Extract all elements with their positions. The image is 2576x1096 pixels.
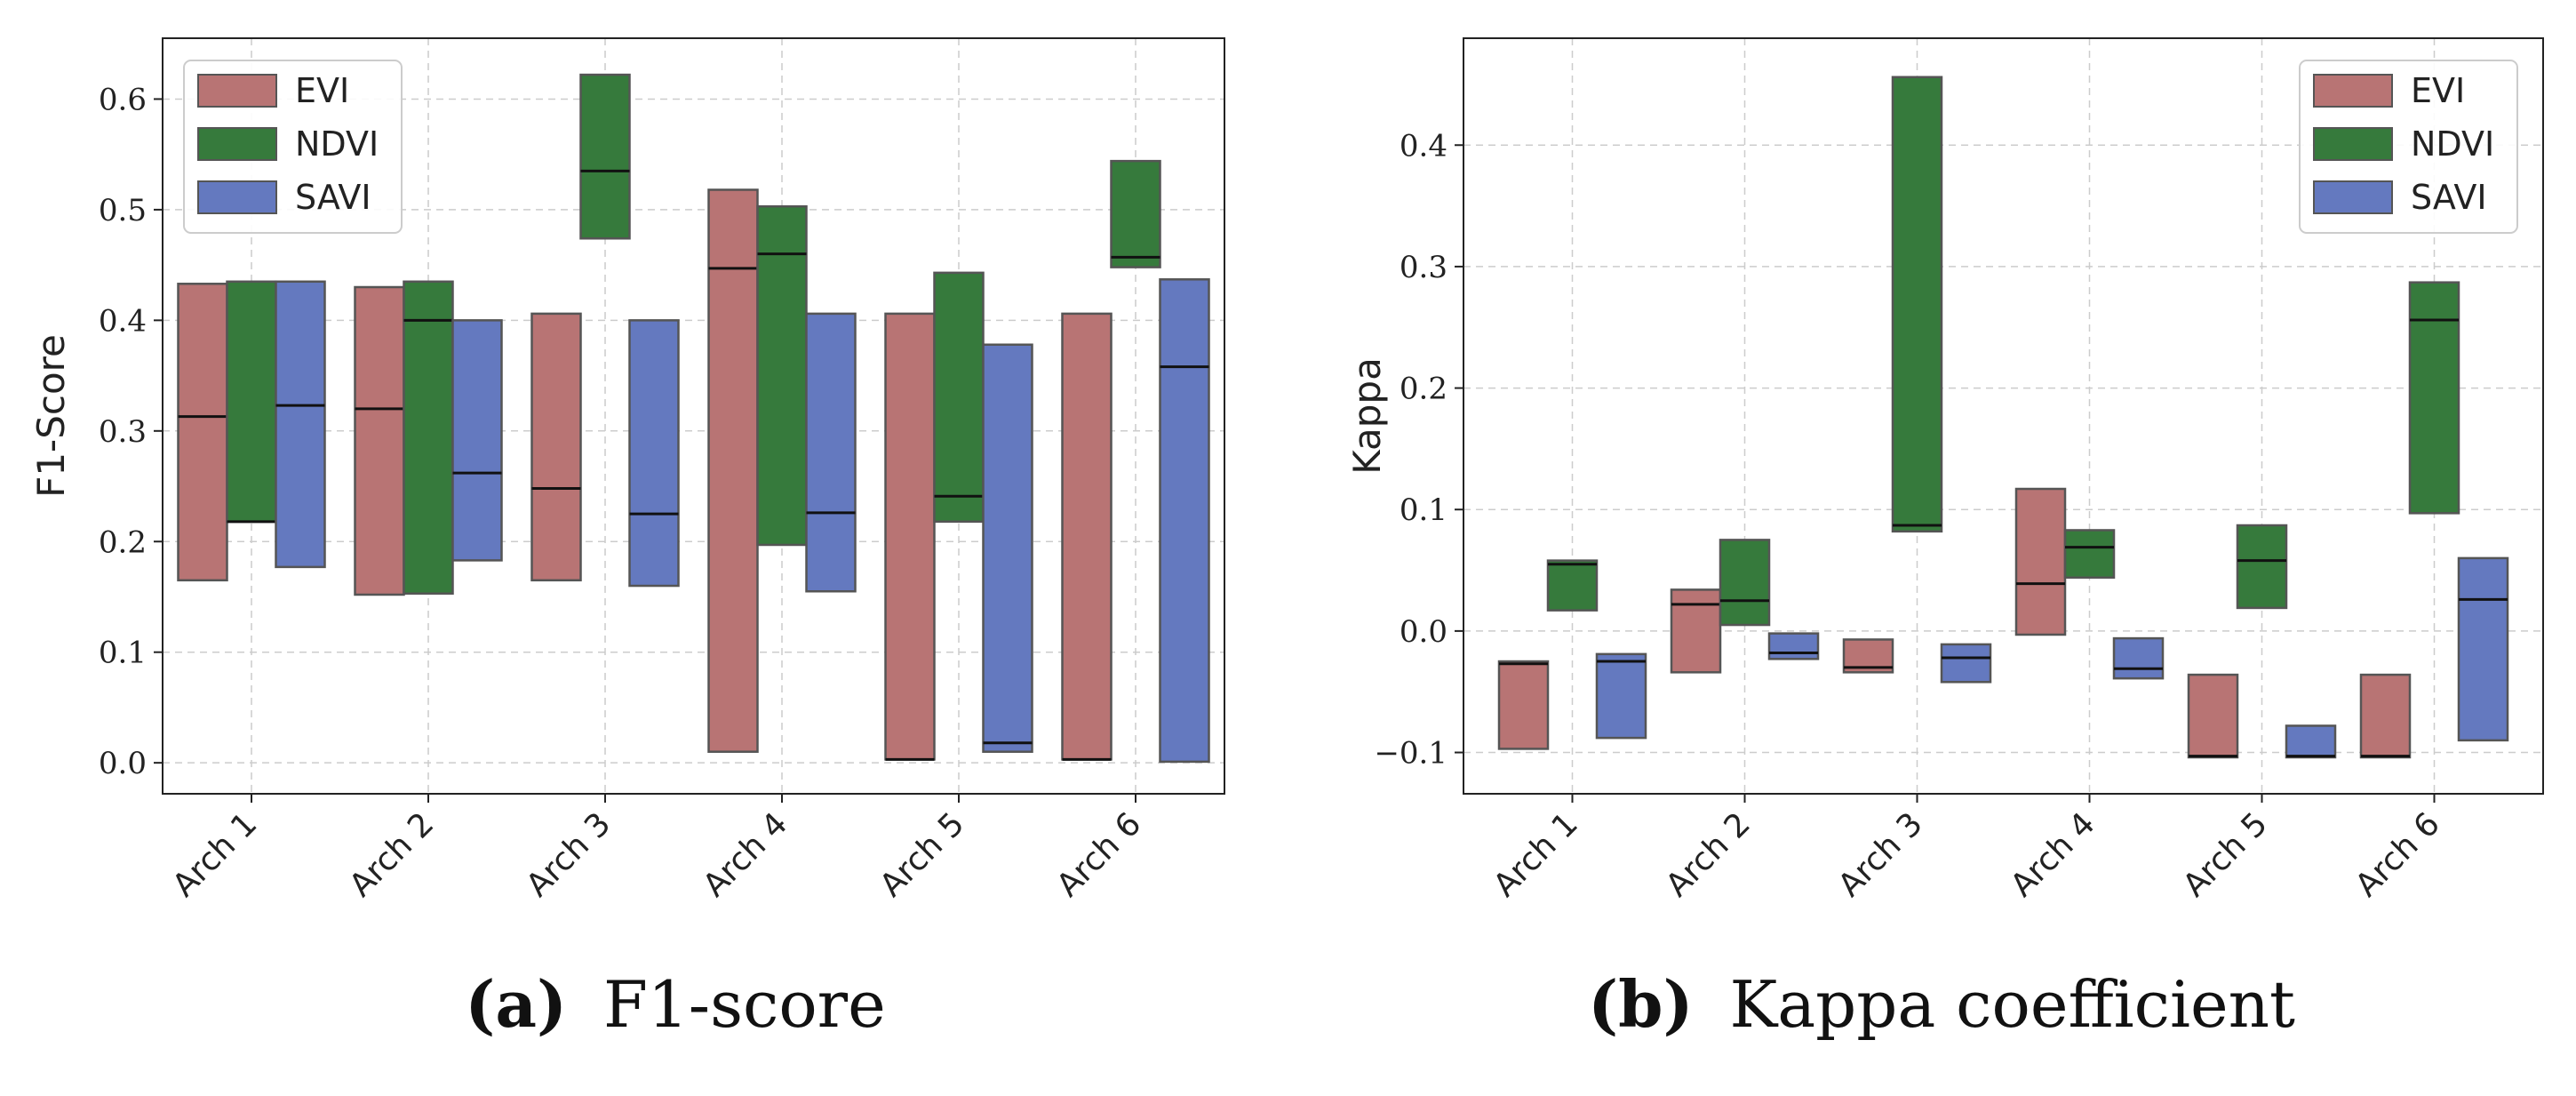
box-evi-arch-5 bbox=[884, 312, 936, 761]
caption-letter: (b) bbox=[1588, 966, 1693, 1042]
y-tick-label: 0.2 bbox=[1400, 372, 1448, 407]
legend-swatch-ndvi bbox=[197, 127, 277, 161]
box-ndvi-arch-3 bbox=[1891, 76, 1943, 533]
x-tick-label: Arch 6 bbox=[1050, 805, 1149, 904]
box-series bbox=[177, 73, 1210, 764]
x-tick-label: Arch 2 bbox=[343, 805, 442, 904]
box-savi-arch-3 bbox=[628, 319, 680, 588]
y-axis-label: F1-Score bbox=[29, 334, 73, 498]
y-axis-ticks: −0.1 0.0 0.1 0.2 0.3 0.4 bbox=[1374, 128, 1463, 772]
legend-label: NDVI bbox=[2411, 124, 2494, 164]
legend-label: SAVI bbox=[295, 178, 371, 217]
caption-text: F1-score bbox=[603, 967, 886, 1042]
panel-kappa: −0.10.00.10.20.30.4 Arch 1 Arch 2 Arch 3 Ar… bbox=[1345, 37, 2544, 1042]
legend-label: EVI bbox=[295, 71, 349, 110]
box-ndvi-arch-5 bbox=[933, 271, 985, 524]
box-evi-arch-2 bbox=[354, 285, 405, 596]
box-ndvi-arch-1 bbox=[226, 280, 277, 524]
x-axis-ticks: Arch 1 Arch 2 Arch 3 Arch 4 Arch 5 Arch 6 bbox=[1487, 794, 2447, 904]
caption-letter: (a) bbox=[465, 966, 567, 1042]
y-tick-label: 0.4 bbox=[99, 303, 147, 339]
x-tick-label: Arch 4 bbox=[697, 805, 795, 904]
box-savi-arch-4 bbox=[2112, 636, 2165, 680]
y-tick-label: 0.2 bbox=[99, 524, 147, 560]
box-evi-arch-4 bbox=[2014, 487, 2067, 636]
x-tick-label: Arch 2 bbox=[1659, 805, 1758, 904]
legend-swatch-savi bbox=[2313, 180, 2393, 214]
box-evi-arch-1 bbox=[1497, 660, 1550, 750]
box-ndvi-arch-6 bbox=[2408, 281, 2460, 515]
y-tick-label: 0.1 bbox=[99, 636, 147, 671]
y-tick-label: 0.0 bbox=[1400, 614, 1448, 650]
x-tick-label: Arch 3 bbox=[1831, 805, 1930, 904]
box-ndvi-arch-2 bbox=[1719, 539, 1771, 627]
legend-label: SAVI bbox=[2411, 178, 2487, 217]
box-savi-arch-1 bbox=[1595, 652, 1647, 740]
box-ndvi-arch-4 bbox=[756, 204, 808, 547]
box-evi-arch-4 bbox=[707, 188, 759, 753]
legend-swatch-savi bbox=[197, 180, 277, 214]
box-series bbox=[1497, 76, 2509, 759]
box-evi-arch-2 bbox=[1670, 588, 1722, 674]
box-savi-arch-2 bbox=[451, 319, 503, 562]
y-tick-label: 0.0 bbox=[99, 746, 147, 781]
box-ndvi-arch-4 bbox=[2063, 529, 2116, 580]
x-tick-label: Arch 1 bbox=[166, 805, 265, 904]
box-savi-arch-6 bbox=[1159, 278, 1210, 764]
box-savi-arch-2 bbox=[1767, 632, 1820, 660]
box-savi-arch-3 bbox=[1940, 643, 1992, 684]
plot-frame bbox=[1463, 37, 2544, 795]
y-axis-label: Kappa bbox=[1345, 357, 1389, 475]
legend-label: NDVI bbox=[295, 124, 379, 164]
legend-swatch-evi bbox=[2313, 74, 2393, 108]
box-ndvi-arch-6 bbox=[1110, 159, 1161, 268]
x-tick-label: Arch 4 bbox=[2004, 805, 2102, 904]
box-savi-arch-5 bbox=[982, 343, 1033, 753]
box-savi-arch-4 bbox=[805, 312, 857, 593]
y-tick-label: 0.6 bbox=[99, 82, 147, 117]
box-savi-arch-1 bbox=[275, 280, 326, 569]
legend-swatch-evi bbox=[197, 74, 277, 108]
box-evi-arch-5 bbox=[2187, 673, 2239, 759]
x-tick-label: Arch 1 bbox=[1487, 805, 1585, 904]
panel-caption: (a) F1-score bbox=[465, 966, 885, 1042]
panel-f1-score: 0.0 0.1 0.2 0.3 0.4 0.5 0.6 Arch 1 Arch 2 Arch 3… bbox=[29, 37, 1225, 1042]
box-savi-arch-5 bbox=[2285, 724, 2337, 759]
legend: EVI NDVI SAVI bbox=[183, 60, 403, 234]
panel-caption: (b) Kappa coefficient bbox=[1588, 966, 2295, 1042]
box-savi-arch-6 bbox=[2457, 556, 2509, 742]
x-tick-label: Arch 3 bbox=[520, 805, 618, 904]
box-evi-arch-1 bbox=[177, 283, 228, 582]
caption-text: Kappa coefficient bbox=[1729, 967, 2295, 1042]
x-tick-label: Arch 6 bbox=[2349, 805, 2447, 904]
plot-frame bbox=[162, 37, 1225, 795]
box-ndvi-arch-5 bbox=[2236, 524, 2288, 610]
y-tick-label: 0.1 bbox=[1400, 492, 1448, 528]
y-tick-label: 0.5 bbox=[99, 193, 147, 228]
box-ndvi-arch-1 bbox=[1546, 559, 1599, 612]
legend-swatch-ndvi bbox=[2313, 127, 2393, 161]
x-axis-ticks: Arch 1 Arch 2 Arch 3 Arch 4 Arch 5 Arch 6 bbox=[166, 794, 1149, 904]
y-tick-label: 0.3 bbox=[99, 414, 147, 450]
y-tick-label: 0.3 bbox=[1400, 250, 1448, 285]
y-tick-label: 0.4 bbox=[1400, 128, 1448, 164]
y-axis-ticks: 0.0 0.1 0.2 0.3 0.4 0.5 0.6 bbox=[99, 82, 163, 781]
box-evi-arch-6 bbox=[1061, 312, 1113, 761]
box-evi-arch-3 bbox=[530, 312, 582, 582]
box-ndvi-arch-3 bbox=[579, 73, 631, 240]
legend-label: EVI bbox=[2411, 71, 2465, 110]
box-evi-arch-6 bbox=[2359, 673, 2412, 759]
y-tick-label: −0.1 bbox=[1374, 736, 1448, 772]
x-tick-label: Arch 5 bbox=[873, 805, 972, 904]
box-ndvi-arch-2 bbox=[403, 280, 454, 595]
x-tick-label: Arch 5 bbox=[2176, 805, 2275, 904]
legend: EVI NDVI SAVI bbox=[2299, 60, 2518, 234]
